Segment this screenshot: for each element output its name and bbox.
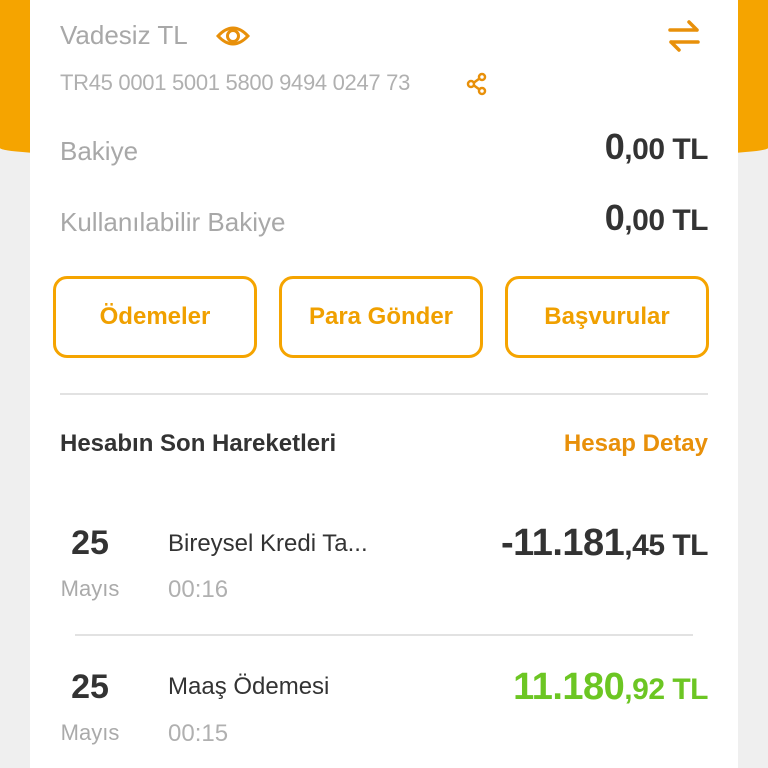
available-balance-value: 0,00 TL [604,197,709,239]
send-money-button[interactable]: Para Gönder [279,276,483,358]
amount-dec: ,45 TL [624,529,708,562]
account-card: Vadesiz TL TR45 0001 5001 5800 9494 0247… [30,0,738,768]
account-detail-link[interactable]: Hesap Detay [563,430,708,457]
amount-int: 11.180 [513,666,625,708]
balance-label: Bakiye [60,136,139,166]
row-divider [75,634,693,636]
balance-dec: ,00 TL [624,133,708,166]
section-title: Hesabın Son Hareketleri [60,430,337,457]
transaction-month: Mayıs [60,576,120,601]
available-balance-label: Kullanılabilir Bakiye [60,207,286,237]
transaction-time: 00:16 [168,576,229,603]
account-name: Vadesiz TL [60,20,188,50]
transaction-month: Mayıs [60,720,120,745]
divider [60,393,708,395]
transaction-amount: -11.181,45 TL [501,522,708,565]
transaction-amount: 11.180,92 TL [513,666,708,709]
swap-arrows-icon[interactable] [666,18,702,59]
transaction-description: Bireysel Kredi Ta... [168,530,368,557]
iban-text: TR45 0001 5001 5800 9494 0247 73 [60,70,411,95]
available-dec: ,00 TL [624,204,708,237]
share-icon[interactable] [466,72,488,101]
transaction-day: 25 [71,668,109,706]
amount-dec: ,92 TL [624,673,708,706]
eye-icon[interactable] [215,22,251,55]
applications-button[interactable]: Başvurular [505,276,709,358]
balance-int: 0 [604,126,625,167]
payments-button[interactable]: Ödemeler [53,276,257,358]
balance-value: 0,00 TL [604,126,709,168]
transaction-day: 25 [71,524,109,562]
available-int: 0 [604,197,625,238]
transaction-time: 00:15 [168,720,229,747]
amount-int: -11.181 [501,522,625,564]
transaction-description: Maaş Ödemesi [168,673,330,700]
